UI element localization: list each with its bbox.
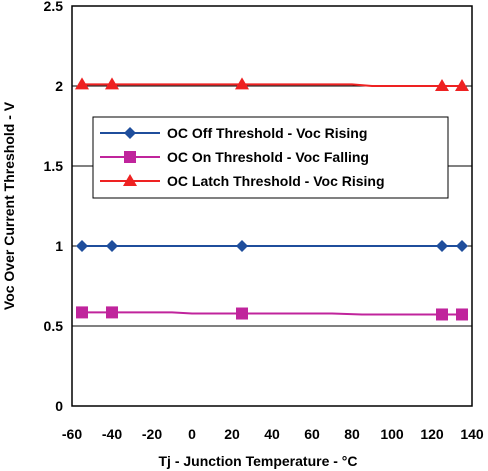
series-layer (75, 77, 469, 321)
x-tick-label-8: 100 (380, 426, 404, 442)
legend-label-2: OC Latch Threshold - Voc Rising (167, 173, 385, 189)
x-tick-label-5: 40 (264, 426, 280, 442)
series-2 (75, 77, 469, 91)
x-tick-label-1: -40 (102, 426, 122, 442)
data-point-1-0 (76, 306, 88, 319)
x-tick-label-6: 60 (304, 426, 320, 442)
y-tick-labels: 0 0.5 1 1.5 2 2.5 (44, 0, 64, 414)
data-point-1-4 (456, 308, 468, 321)
data-point-2-0 (75, 77, 89, 90)
x-tick-label-2: -20 (142, 426, 162, 442)
data-point-1-3 (436, 308, 448, 321)
y-tick-label-2: 1 (55, 238, 63, 254)
data-point-1-1 (106, 306, 118, 319)
legend-label-0: OC Off Threshold - Voc Rising (167, 125, 367, 141)
data-point-2-3 (435, 79, 449, 91)
x-tick-label-10: 140 (460, 426, 484, 442)
legend-marker-0 (124, 127, 136, 139)
legend-marker-2 (123, 174, 137, 186)
legend-label-1: OC On Threshold - Voc Falling (167, 149, 369, 165)
y-tick-label-3: 1.5 (44, 158, 64, 174)
series-0 (76, 240, 468, 252)
x-tick-label-7: 80 (344, 426, 360, 442)
x-tick-label-0: -60 (62, 426, 82, 442)
data-point-0-0 (76, 240, 88, 252)
y-tick-label-0: 0 (55, 398, 63, 414)
data-point-2-1 (105, 77, 119, 90)
data-point-2-2 (235, 77, 249, 90)
y-tick-label-5: 2.5 (44, 0, 64, 14)
y-tick-label-1: 0.5 (44, 318, 64, 334)
legend: OC Off Threshold - Voc Rising OC On Thres… (92, 116, 449, 199)
y-tick-label-4: 2 (55, 78, 63, 94)
data-point-0-1 (106, 240, 118, 252)
plot-area (71, 5, 473, 407)
data-point-2-4 (455, 79, 469, 91)
data-point-0-2 (236, 240, 248, 252)
data-point-1-2 (236, 307, 248, 320)
x-tick-label-9: 120 (420, 426, 444, 442)
x-axis-title: Tj - Junction Temperature - °C (158, 453, 357, 469)
data-point-0-3 (436, 240, 448, 252)
series-line-1 (82, 311, 462, 316)
x-tick-labels: -60 -40 -20 0 20 40 60 80 100 120 140 (62, 426, 484, 442)
series-1 (76, 306, 468, 321)
x-tick-label-3: 0 (188, 426, 196, 442)
legend-marker-1 (124, 151, 136, 163)
y-axis-title: Voc Over Current Threshold - V (1, 101, 17, 310)
x-tick-label-4: 20 (224, 426, 240, 442)
data-point-0-4 (456, 240, 468, 252)
